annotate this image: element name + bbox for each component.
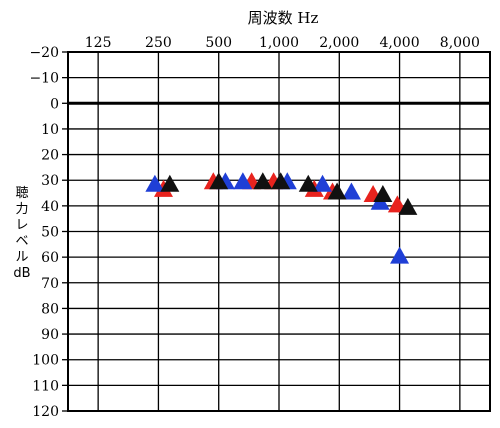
y-tick-label: 100 [32, 353, 59, 369]
triangle-marker [373, 185, 393, 203]
y-tick-label: 70 [41, 276, 59, 292]
y-tick-label: 60 [41, 250, 59, 266]
triangle-marker [387, 195, 407, 213]
triangle-marker [145, 174, 165, 192]
y-tick-label: 10 [41, 122, 59, 138]
y-tick-label: 80 [41, 301, 59, 317]
x-tick-label: 8,000 [440, 35, 480, 51]
y-axis-title-char: ル [15, 250, 29, 265]
triangle-marker [298, 174, 318, 192]
triangle-marker [398, 197, 418, 215]
y-axis-title-char: 聴 [15, 186, 29, 201]
x-tick-label: 125 [85, 35, 112, 51]
x-tick-label: 250 [145, 35, 172, 51]
y-tick-label: 120 [32, 404, 59, 420]
triangle-marker [253, 172, 273, 190]
triangle-marker [313, 174, 333, 192]
y-tick-label: 40 [41, 199, 59, 215]
y-tick-label: 110 [32, 378, 59, 394]
triangle-marker [271, 172, 291, 190]
x-tick-label: 2,000 [319, 35, 359, 51]
triangle-marker [209, 172, 229, 190]
y-tick-label: 20 [41, 148, 59, 164]
triangle-marker [233, 172, 253, 190]
triangle-marker [341, 182, 361, 200]
y-axis-title-char: レ [15, 218, 29, 233]
y-axis-title-char: 力 [15, 202, 29, 217]
y-axis-title: 聴力レベル dB [10, 186, 34, 282]
triangle-marker [160, 174, 180, 192]
y-tick-label: 90 [41, 327, 59, 343]
x-tick-label: 1,000 [259, 35, 299, 51]
y-axis-title-char: ベ [15, 234, 29, 249]
x-tick-label: 500 [205, 35, 232, 51]
y-tick-label: 30 [41, 173, 59, 189]
y-tick-label: −20 [29, 45, 59, 61]
triangle-marker [390, 246, 410, 264]
x-axis-title: 周波数 Hz [248, 9, 319, 27]
y-axis-title-char: dB [13, 266, 31, 281]
triangle-marker [327, 182, 347, 200]
x-tick-label: 4,000 [380, 35, 420, 51]
y-tick-label: 50 [41, 225, 59, 241]
y-tick-label: 0 [50, 96, 59, 112]
y-tick-label: −10 [29, 71, 59, 87]
